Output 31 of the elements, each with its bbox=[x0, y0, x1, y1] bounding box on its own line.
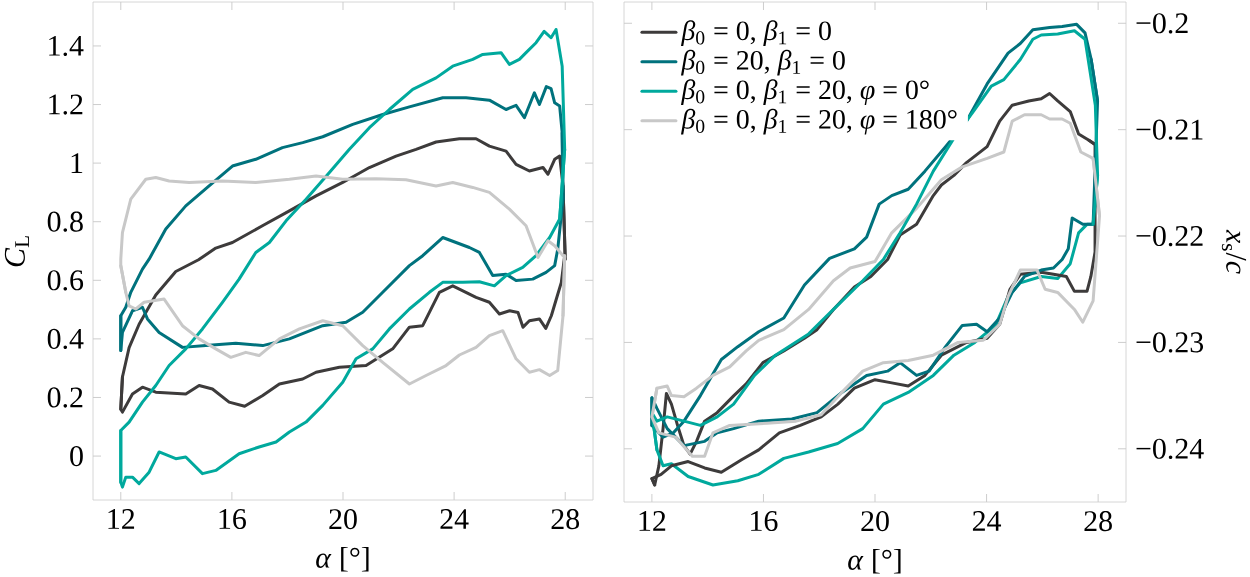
y-tick-label: 0.6 bbox=[47, 270, 84, 291]
y-tick-label: 1.2 bbox=[49, 94, 83, 115]
x-tick-label: 12 bbox=[108, 509, 135, 529]
x-axis-title: α [°] bbox=[848, 548, 901, 574]
y2-axis-title: x$_{s}$/c bbox=[1221, 229, 1247, 274]
y2-tick-label: −0.22 bbox=[1136, 225, 1203, 247]
y2-tick-label: −0.2 bbox=[1136, 13, 1188, 34]
x-tick-label: 20 bbox=[861, 511, 889, 532]
x-tick-label: 28 bbox=[1084, 511, 1112, 532]
x-tick-label: 16 bbox=[219, 509, 246, 530]
legend-label: β$_{0}$ = 20, β$_{1}$ = 0 bbox=[680, 49, 845, 76]
y-tick-label: 1.4 bbox=[49, 35, 84, 57]
y-tick-label: 0.4 bbox=[47, 328, 84, 350]
legend-label: β$_{0}$ = 0, β$_{1}$ = 20, φ = 0° bbox=[680, 79, 929, 105]
y-tick-label: 1 bbox=[71, 153, 83, 173]
y2-tick-label: −0.23 bbox=[1136, 332, 1204, 353]
x-tick-label: 28 bbox=[551, 509, 580, 530]
y-tick-label: 0 bbox=[70, 445, 83, 467]
x-axis-title: α [°] bbox=[316, 546, 369, 572]
x-tick-label: 20 bbox=[329, 509, 357, 530]
y2-tick-label: −0.24 bbox=[1136, 438, 1204, 459]
y-tick-label: 0.2 bbox=[47, 387, 83, 408]
x-tick-label: 12 bbox=[639, 511, 666, 531]
legend-label: β$_{0}$ = 0, β$_{1}$ = 0 bbox=[680, 20, 831, 46]
x-tick-label: 24 bbox=[440, 509, 469, 529]
x-tick-label: 16 bbox=[751, 511, 778, 532]
legend-label: β$_{0}$ = 0, β$_{1}$ = 20, φ = 180° bbox=[680, 108, 957, 135]
y2-tick-label: −0.21 bbox=[1136, 119, 1203, 140]
y-axis-title: C$_{L}$ bbox=[4, 236, 29, 267]
x-tick-label: 24 bbox=[972, 511, 1002, 531]
y-tick-label: 0.8 bbox=[47, 211, 83, 232]
